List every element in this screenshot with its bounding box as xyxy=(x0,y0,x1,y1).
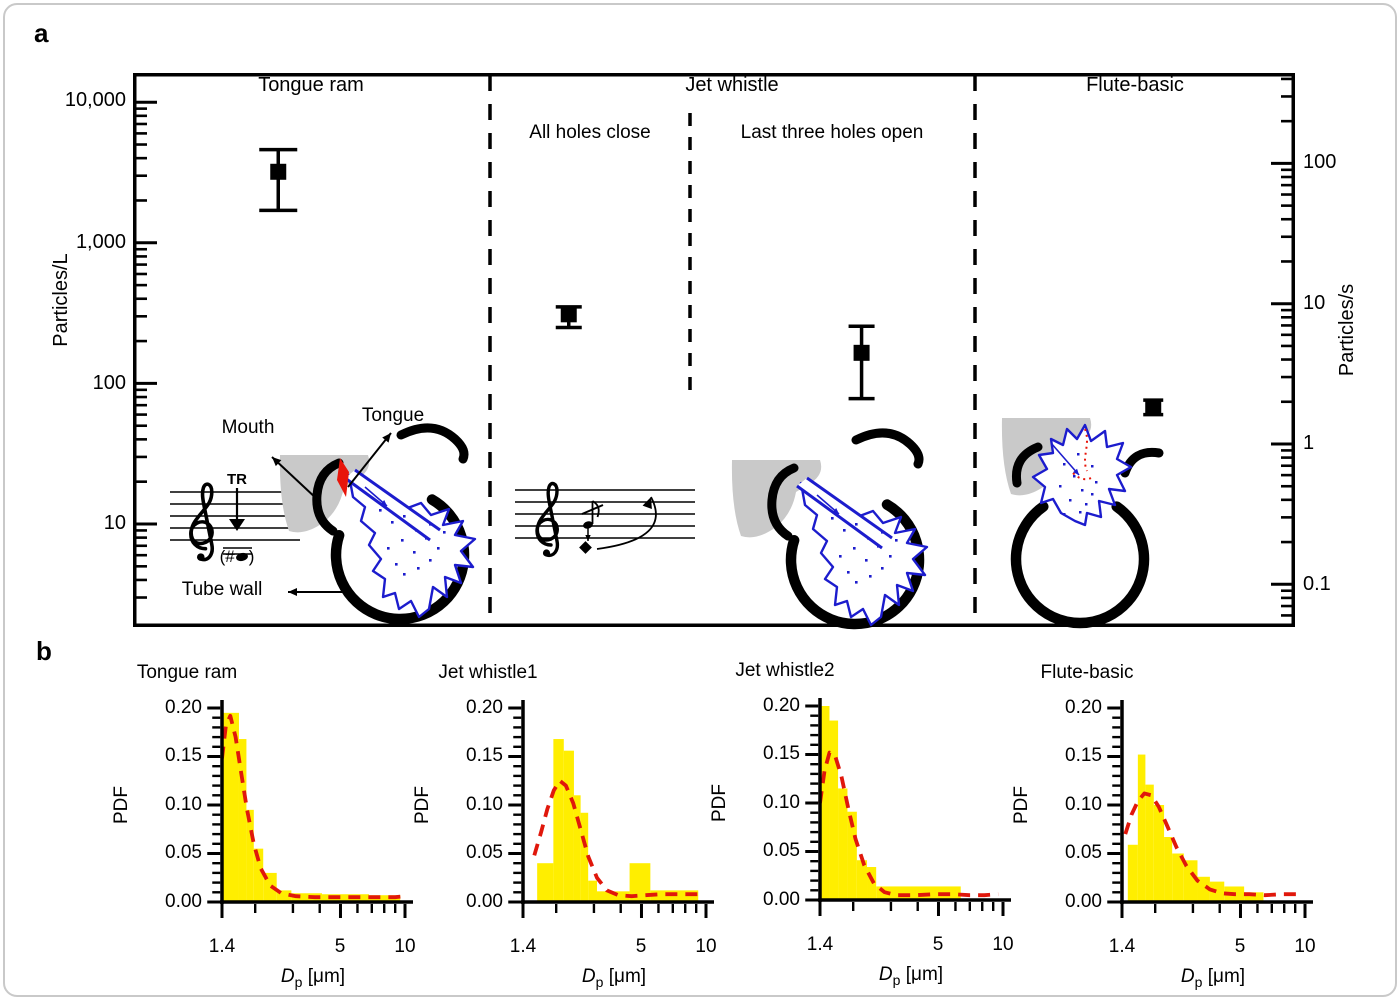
pdf-axis-label: PDF xyxy=(111,786,132,824)
left-axis-tick-10000: 10,000 xyxy=(64,89,126,111)
dp-axis-label: Dp [μm] xyxy=(233,966,393,990)
right-axis-tick-10: 10 xyxy=(1303,292,1326,314)
pdf-axis-label: PDF xyxy=(412,786,433,824)
dp-unit: [μm] xyxy=(900,964,944,985)
left-axis-tick-10: 10 xyxy=(103,512,126,534)
panel-b-letter: b xyxy=(36,636,52,666)
y-tick: 0.20 xyxy=(466,697,503,718)
tube-wall-label: Tube wall xyxy=(181,579,263,600)
left-axis-tick-1000: 1,000 xyxy=(75,231,126,253)
hist-plot xyxy=(1107,700,1313,918)
x-tick: 10 xyxy=(992,934,1014,955)
histogram-jet-whistle1: Jet whistle1 0.20 0.15 0.10 0.05 0.00 PD… xyxy=(412,660,733,1000)
dp-subscript: p xyxy=(1194,973,1203,990)
panel-a-plot xyxy=(133,73,1295,630)
dp-symbol: D xyxy=(1180,966,1195,987)
dp-axis-label: Dp [μm] xyxy=(831,964,991,988)
x-tick: 1.4 xyxy=(806,934,834,955)
y-tick: 0.05 xyxy=(1065,842,1102,863)
x-tick: 1.4 xyxy=(1108,936,1136,957)
x-tick: 10 xyxy=(394,936,416,957)
y-tick: 0.10 xyxy=(165,794,202,815)
hist-title: Jet whistle2 xyxy=(735,660,835,681)
y-tick: 0.10 xyxy=(466,794,503,815)
note-prefix: (# xyxy=(219,547,235,566)
hist-plot xyxy=(207,700,413,918)
y-tick: 0.05 xyxy=(466,842,503,863)
pdf-axis-label: PDF xyxy=(1011,786,1032,824)
right-axis-title: Particles/s xyxy=(1336,283,1358,377)
section-title-jet-whistle: Jet whistle xyxy=(685,74,779,96)
tongue-label: Tongue xyxy=(361,405,425,426)
dp-symbol: D xyxy=(581,966,596,987)
y-tick: 0.05 xyxy=(763,840,800,861)
x-tick: 1.4 xyxy=(208,936,236,957)
right-axis-tick-1: 1 xyxy=(1303,432,1315,454)
dp-unit: [μm] xyxy=(603,966,647,987)
dp-symbol: D xyxy=(280,966,295,987)
dp-symbol: D xyxy=(878,964,893,985)
left-axis-tick-100: 100 xyxy=(92,372,126,394)
hist-title: Jet whistle1 xyxy=(438,662,538,683)
dp-axis-label: Dp [μm] xyxy=(1133,966,1293,990)
y-tick: 0.20 xyxy=(165,697,202,718)
hist-title: Tongue ram xyxy=(136,662,238,683)
hist-title: Flute-basic xyxy=(1040,662,1134,683)
y-tick: 0.05 xyxy=(165,842,202,863)
x-tick: 1.4 xyxy=(509,936,537,957)
dp-subscript: p xyxy=(595,973,604,990)
note-suffix: ) xyxy=(248,547,255,566)
y-tick: 0.15 xyxy=(763,743,800,764)
dp-unit: [μm] xyxy=(1202,966,1246,987)
y-tick: 0.00 xyxy=(763,889,800,910)
dp-subscript: p xyxy=(294,973,303,990)
y-tick: 0.15 xyxy=(165,745,202,766)
y-tick: 0.15 xyxy=(466,745,503,766)
section-title-flute-basic: Flute-basic xyxy=(1086,74,1184,96)
x-tick: 10 xyxy=(695,936,717,957)
left-axis-title: Particles/L xyxy=(50,253,72,347)
hist-plot xyxy=(805,698,1011,916)
mouth-label: Mouth xyxy=(221,417,275,438)
x-tick: 5 xyxy=(334,936,346,957)
x-tick: 5 xyxy=(635,936,647,957)
y-tick: 0.10 xyxy=(1065,794,1102,815)
subsection-last-three-holes-open: Last three holes open xyxy=(740,122,924,143)
whole-note-icon xyxy=(235,551,249,563)
y-tick: 0.15 xyxy=(1065,745,1102,766)
dp-unit: [μm] xyxy=(302,966,346,987)
pdf-axis-label: PDF xyxy=(709,784,730,822)
y-tick: 0.20 xyxy=(763,695,800,716)
hist-plot xyxy=(508,700,714,918)
y-tick: 0.20 xyxy=(1065,697,1102,718)
trill-mark-label: TR xyxy=(227,471,247,488)
x-tick: 5 xyxy=(932,934,944,955)
right-axis-tick-0p1: 0.1 xyxy=(1303,573,1331,595)
histogram-tongue-ram: Tongue ram 0.20 0.15 0.10 0.05 0.00 PDF … xyxy=(111,660,432,1000)
panel-a-letter: a xyxy=(34,18,49,48)
right-axis-tick-100: 100 xyxy=(1303,151,1337,173)
histogram-jet-whistle2: Jet whistle2 0.20 0.15 0.10 0.05 0.00 PD… xyxy=(709,658,1030,1000)
y-tick: 0.00 xyxy=(165,891,202,912)
dp-subscript: p xyxy=(892,971,901,988)
histogram-flute-basic: Flute-basic 0.20 0.15 0.10 0.05 0.00 PDF… xyxy=(1011,660,1332,1000)
music-note-label: (#) xyxy=(187,547,287,567)
y-tick: 0.00 xyxy=(466,891,503,912)
x-tick: 10 xyxy=(1294,936,1316,957)
section-title-tongue-ram: Tongue ram xyxy=(258,74,364,96)
dp-axis-label: Dp [μm] xyxy=(534,966,694,990)
y-tick: 0.10 xyxy=(763,792,800,813)
subsection-all-holes-close: All holes close xyxy=(529,122,651,143)
x-tick: 5 xyxy=(1234,936,1246,957)
y-tick: 0.00 xyxy=(1065,891,1102,912)
